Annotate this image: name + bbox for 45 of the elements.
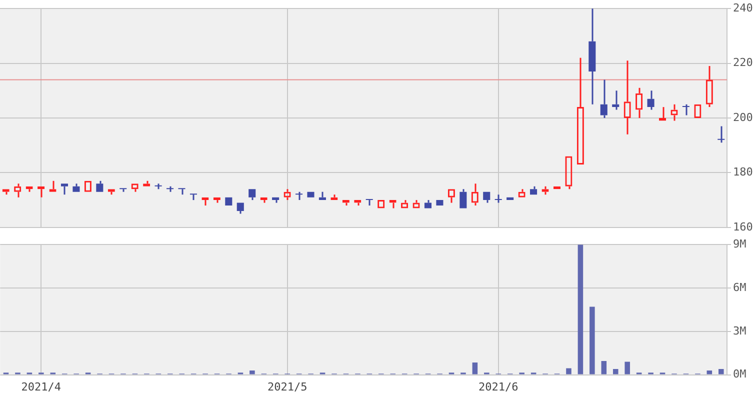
bar [590,306,595,374]
x-tick-label: 2021/6 [478,380,518,394]
bar [718,369,724,374]
candlestick [718,125,725,144]
candlestick [60,184,68,196]
bar [578,244,584,374]
bar [472,362,478,374]
bar [250,370,255,374]
candlestick [120,188,127,193]
bar [706,370,712,374]
candlestick [178,188,186,196]
y-tick-label: 220 [733,56,753,70]
x-tick-label: 2021/4 [21,380,62,394]
x-tick-label: 2021/5 [267,380,308,394]
y-tick-label: 0M [733,368,747,381]
candlestick [248,189,256,201]
candlestick [600,78,608,119]
y-tick-label: 160 [733,220,753,234]
y-tick-label: 180 [733,166,753,179]
y-tick-label: 3M [733,324,747,338]
candlestick [72,182,80,192]
bar [624,362,630,374]
candlestick [190,194,197,201]
candlestick [318,191,326,200]
candlestick [272,197,280,204]
candlestick [682,104,690,116]
y-tick-label: 9M [733,237,747,250]
candlestick [483,192,490,204]
candlestick [612,90,620,111]
y-tick-label: 6M [733,280,747,294]
y-tick-label: 240 [733,1,753,14]
candlestick [530,186,538,195]
candlestick [588,8,596,106]
bar [566,368,572,374]
bar [601,361,607,374]
candlestick [647,90,654,111]
y-tick-label: 200 [733,110,753,124]
candlestick [460,188,467,208]
candlestick [494,194,502,204]
candlestick [424,199,432,208]
candlestick [96,180,104,192]
candlestick [236,202,244,214]
candlestick [658,106,666,121]
bar [612,369,618,374]
candlestick [366,199,373,206]
